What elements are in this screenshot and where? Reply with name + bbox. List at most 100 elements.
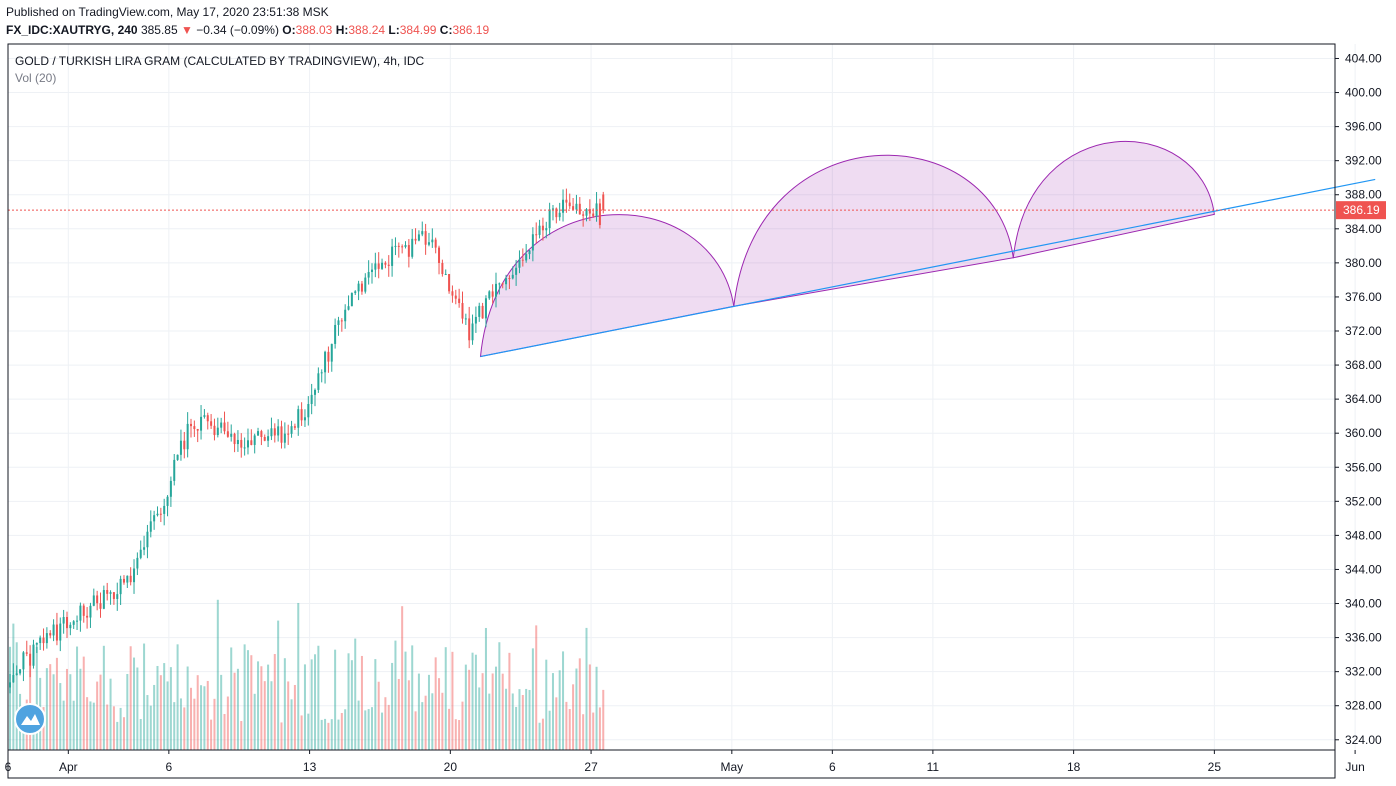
volume-bar: [505, 688, 508, 750]
chart-title: GOLD / TURKISH LIRA GRAM (CALCULATED BY …: [15, 54, 425, 68]
candle-body: [196, 429, 199, 431]
volume-indicator-label[interactable]: Vol (20): [15, 71, 56, 85]
candle-body: [585, 209, 588, 216]
time-tick-label: 6: [166, 760, 173, 774]
volume-bar: [226, 696, 229, 750]
volume-bar: [602, 689, 605, 750]
volume-bar: [22, 721, 25, 750]
candle-body: [451, 291, 454, 296]
candle-body: [267, 436, 270, 441]
chart-header: Published on TradingView.com, May 17, 20…: [0, 0, 1396, 42]
volume-bar: [203, 686, 206, 750]
candle-body: [82, 605, 85, 616]
candle-body: [65, 617, 68, 629]
candle-body: [193, 426, 196, 430]
change-arrow-icon: ▼: [180, 23, 193, 37]
volume-bar: [427, 674, 430, 750]
volume-bar: [525, 688, 528, 750]
volume-bar: [598, 707, 601, 750]
candle-body: [448, 274, 451, 292]
volume-bar: [102, 645, 105, 750]
price-tick-label: 332.00: [1345, 665, 1382, 679]
volume-bar: [488, 693, 491, 750]
volume-bar: [179, 698, 182, 750]
volume-bar: [357, 700, 360, 750]
candle-body: [541, 225, 544, 231]
candle-body: [263, 436, 266, 441]
volume-bar: [86, 697, 89, 750]
volume-bar: [588, 664, 591, 750]
volume-bar: [360, 655, 363, 750]
candle-body: [558, 212, 561, 218]
candle-body: [39, 637, 42, 644]
volume-bar: [350, 660, 353, 750]
price-tick-label: 328.00: [1345, 699, 1382, 713]
candle-body: [22, 652, 25, 670]
volume-bar: [397, 678, 400, 750]
high-value: 388.24: [348, 23, 386, 37]
candle-body: [230, 433, 233, 437]
volume-bar: [548, 710, 551, 750]
candle-body: [508, 278, 511, 280]
volume-bar: [297, 602, 300, 750]
volume-bar: [424, 695, 427, 750]
candle-body: [401, 246, 404, 248]
volume-bar: [143, 643, 146, 750]
volume-bars: [9, 599, 605, 750]
volume-bar: [592, 712, 595, 750]
price-axis[interactable]: 404.00 400.00 396.00 392.00 388.00 384.00 380.…: [1335, 51, 1386, 747]
candlestick-series: [9, 188, 605, 694]
candle-body: [280, 426, 283, 443]
candle-body: [344, 309, 347, 322]
volume-bar: [287, 681, 290, 750]
volume-bar: [562, 651, 565, 750]
volume-bar: [451, 651, 454, 750]
volume-bar: [216, 599, 219, 750]
volume-bar: [15, 642, 18, 750]
volume-bar: [508, 652, 511, 750]
candle-body: [233, 433, 236, 445]
candle-body: [300, 409, 303, 421]
candle-body: [421, 231, 424, 235]
candle-body: [511, 274, 514, 279]
candle-body: [79, 605, 82, 621]
price-tick-label: 368.00: [1345, 358, 1382, 372]
volume-bar: [109, 678, 112, 750]
candle-body: [166, 496, 169, 506]
candle-body: [568, 202, 571, 207]
candle-body: [303, 417, 306, 421]
price-tick-label: 364.00: [1345, 392, 1382, 406]
volume-bar: [347, 653, 350, 750]
volume-bar: [159, 675, 162, 750]
volume-bar: [139, 718, 142, 750]
volume-bar: [149, 705, 152, 750]
candle-body: [12, 675, 15, 683]
candle-body: [582, 214, 585, 216]
candle-body: [99, 603, 102, 609]
candle-body: [494, 283, 498, 297]
volume-bar: [42, 707, 45, 750]
candle-body: [89, 605, 92, 618]
price-tick-label: 356.00: [1345, 460, 1382, 474]
candle-body: [189, 423, 193, 427]
volume-bar: [411, 645, 414, 750]
candle-body: [384, 262, 387, 265]
candle-body: [72, 621, 75, 625]
candle-body: [153, 515, 156, 522]
candle-body: [109, 592, 112, 594]
time-tick-label: 20: [444, 760, 458, 774]
volume-bar: [307, 713, 310, 750]
candle-body: [551, 208, 554, 210]
candle-body: [417, 234, 420, 241]
candle-body: [179, 440, 182, 455]
candle-body: [62, 617, 65, 624]
volume-bar: [173, 702, 176, 750]
price-tick-label: 376.00: [1345, 290, 1382, 304]
candle-body: [246, 440, 249, 448]
volume-bar: [193, 698, 196, 750]
time-axis[interactable]: 6 Apr 6 13 20 27 May 6 11 18 25 Jun: [5, 750, 1365, 774]
symbol-label[interactable]: FX_IDC:XAUTRYG, 240: [6, 23, 138, 37]
candle-body: [129, 575, 132, 583]
tradingview-logo-icon[interactable]: [14, 703, 46, 735]
